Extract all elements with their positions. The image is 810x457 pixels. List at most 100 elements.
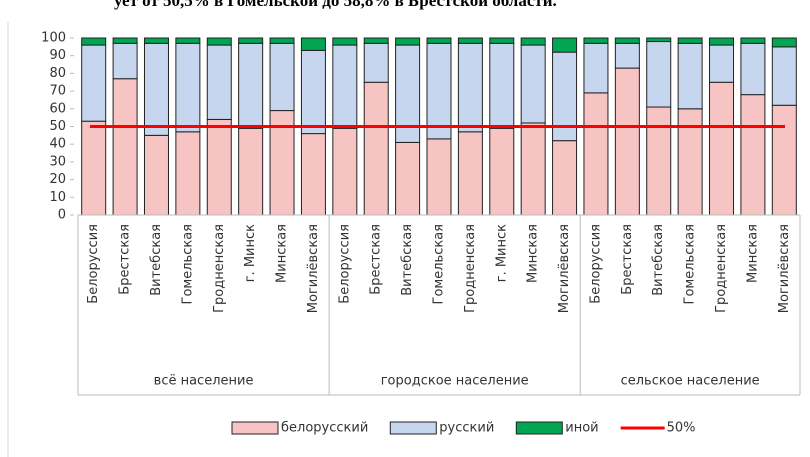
bar-segment [771, 104, 797, 216]
y-tick-label: 10 [49, 190, 66, 205]
bar-segment [300, 37, 326, 51]
group-label: городское население [381, 374, 529, 389]
bar-segment [457, 42, 483, 133]
x-tick-label: Гродненская [212, 224, 227, 313]
bar-segment [457, 37, 483, 44]
bar-segment [175, 37, 201, 44]
bar-segment [363, 42, 389, 83]
bar-segment [583, 92, 609, 216]
legend-swatch [231, 421, 279, 435]
x-tick-label: Брестская [620, 224, 635, 295]
y-tick-label: 60 [49, 101, 66, 116]
x-tick-label: г. Минск [494, 224, 509, 282]
bar-segment [112, 78, 138, 216]
legend-label: 50% [667, 421, 696, 436]
bar-segment [583, 42, 609, 94]
bar-segment [709, 44, 735, 83]
bar-segment [269, 37, 295, 44]
bar-segment [112, 42, 138, 80]
bar-segment [81, 44, 107, 122]
bar-segment [677, 108, 703, 216]
y-tick-label: 100 [41, 31, 66, 46]
bar-segment [269, 42, 295, 112]
bar-segment [520, 37, 546, 46]
bar-segment [646, 37, 672, 43]
bar-segment [143, 37, 169, 44]
bar-segment [646, 41, 672, 108]
bar-segment [740, 42, 766, 96]
x-tick-label: Белоруссия [588, 224, 603, 304]
bar-segment [81, 120, 107, 216]
x-tick-label: Минская [745, 224, 760, 283]
y-tick-label: 0 [58, 208, 66, 223]
y-tick-label: 50 [49, 119, 66, 134]
bar-segment [112, 37, 138, 44]
x-tick-label: Белоруссия [86, 224, 101, 304]
bar-segment [709, 37, 735, 46]
y-tick-label: 80 [49, 66, 66, 81]
bar-segment [426, 138, 452, 216]
bar-segment [426, 42, 452, 140]
bar-segment [677, 37, 703, 44]
bar-segment [457, 131, 483, 216]
x-tick-label: Витебская [400, 224, 415, 296]
bar-segment [300, 49, 326, 135]
bar-segment [206, 44, 232, 120]
x-tick-label: Гомельская [683, 224, 698, 304]
bar-segment [332, 127, 358, 216]
bar-segment [206, 118, 232, 216]
x-tick-label: Гомельская [432, 224, 447, 304]
bar-segment [520, 122, 546, 216]
bar-segment [614, 67, 640, 216]
bar-segment [206, 37, 232, 46]
bar-segment [143, 42, 169, 136]
bar-segment [677, 42, 703, 110]
x-tick-label: Минская [275, 224, 290, 283]
bar-segment [614, 42, 640, 69]
y-tick-label: 30 [49, 154, 66, 169]
y-tick-label: 40 [49, 137, 66, 152]
y-tick-label: 70 [49, 84, 66, 99]
bar-segment [646, 106, 672, 216]
bar-segment [363, 81, 389, 216]
bar-segment [583, 37, 609, 44]
bar-segment [614, 37, 640, 44]
x-tick-label: Могилёвская [557, 224, 572, 313]
bar-segment [238, 127, 264, 216]
x-tick-label: Гродненская [463, 224, 478, 313]
group-label: сельское население [621, 374, 760, 389]
group-label: всё население [154, 374, 254, 389]
x-tick-label: Витебская [149, 224, 164, 296]
bar-segment [363, 37, 389, 44]
caption-fragment: ует от 50,5% в Гомельской до 58,8% в Бре… [114, 0, 557, 10]
x-tick-label: Белоруссия [337, 224, 352, 304]
bar-segment [238, 37, 264, 44]
bar-segment [520, 44, 546, 124]
bar-segment [552, 37, 578, 53]
bar-segment [426, 37, 452, 44]
y-tick-label: 90 [49, 48, 66, 63]
bar-segment [300, 133, 326, 216]
bar-segment [332, 37, 358, 46]
bar-segment [395, 37, 421, 46]
bar-segment [175, 42, 201, 133]
bar-segment [489, 37, 515, 44]
bar-segment [395, 141, 421, 216]
x-tick-label: Брестская [118, 224, 133, 295]
bar-segment [709, 81, 735, 216]
bar-segment [332, 44, 358, 129]
x-tick-label: г. Минск [243, 224, 258, 282]
bar-segment [489, 42, 515, 129]
y-tick-label: 20 [49, 172, 66, 187]
x-tick-label: Брестская [369, 224, 384, 295]
x-tick-label: Минская [526, 224, 541, 283]
legend-swatch [389, 421, 437, 435]
bar-segment [740, 37, 766, 44]
legend-swatch [515, 421, 563, 435]
x-tick-label: Витебская [651, 224, 666, 296]
legend-label: русский [439, 421, 494, 436]
bar-segment [740, 94, 766, 216]
legend-label: белорусский [281, 421, 368, 436]
bar-segment [238, 42, 264, 129]
